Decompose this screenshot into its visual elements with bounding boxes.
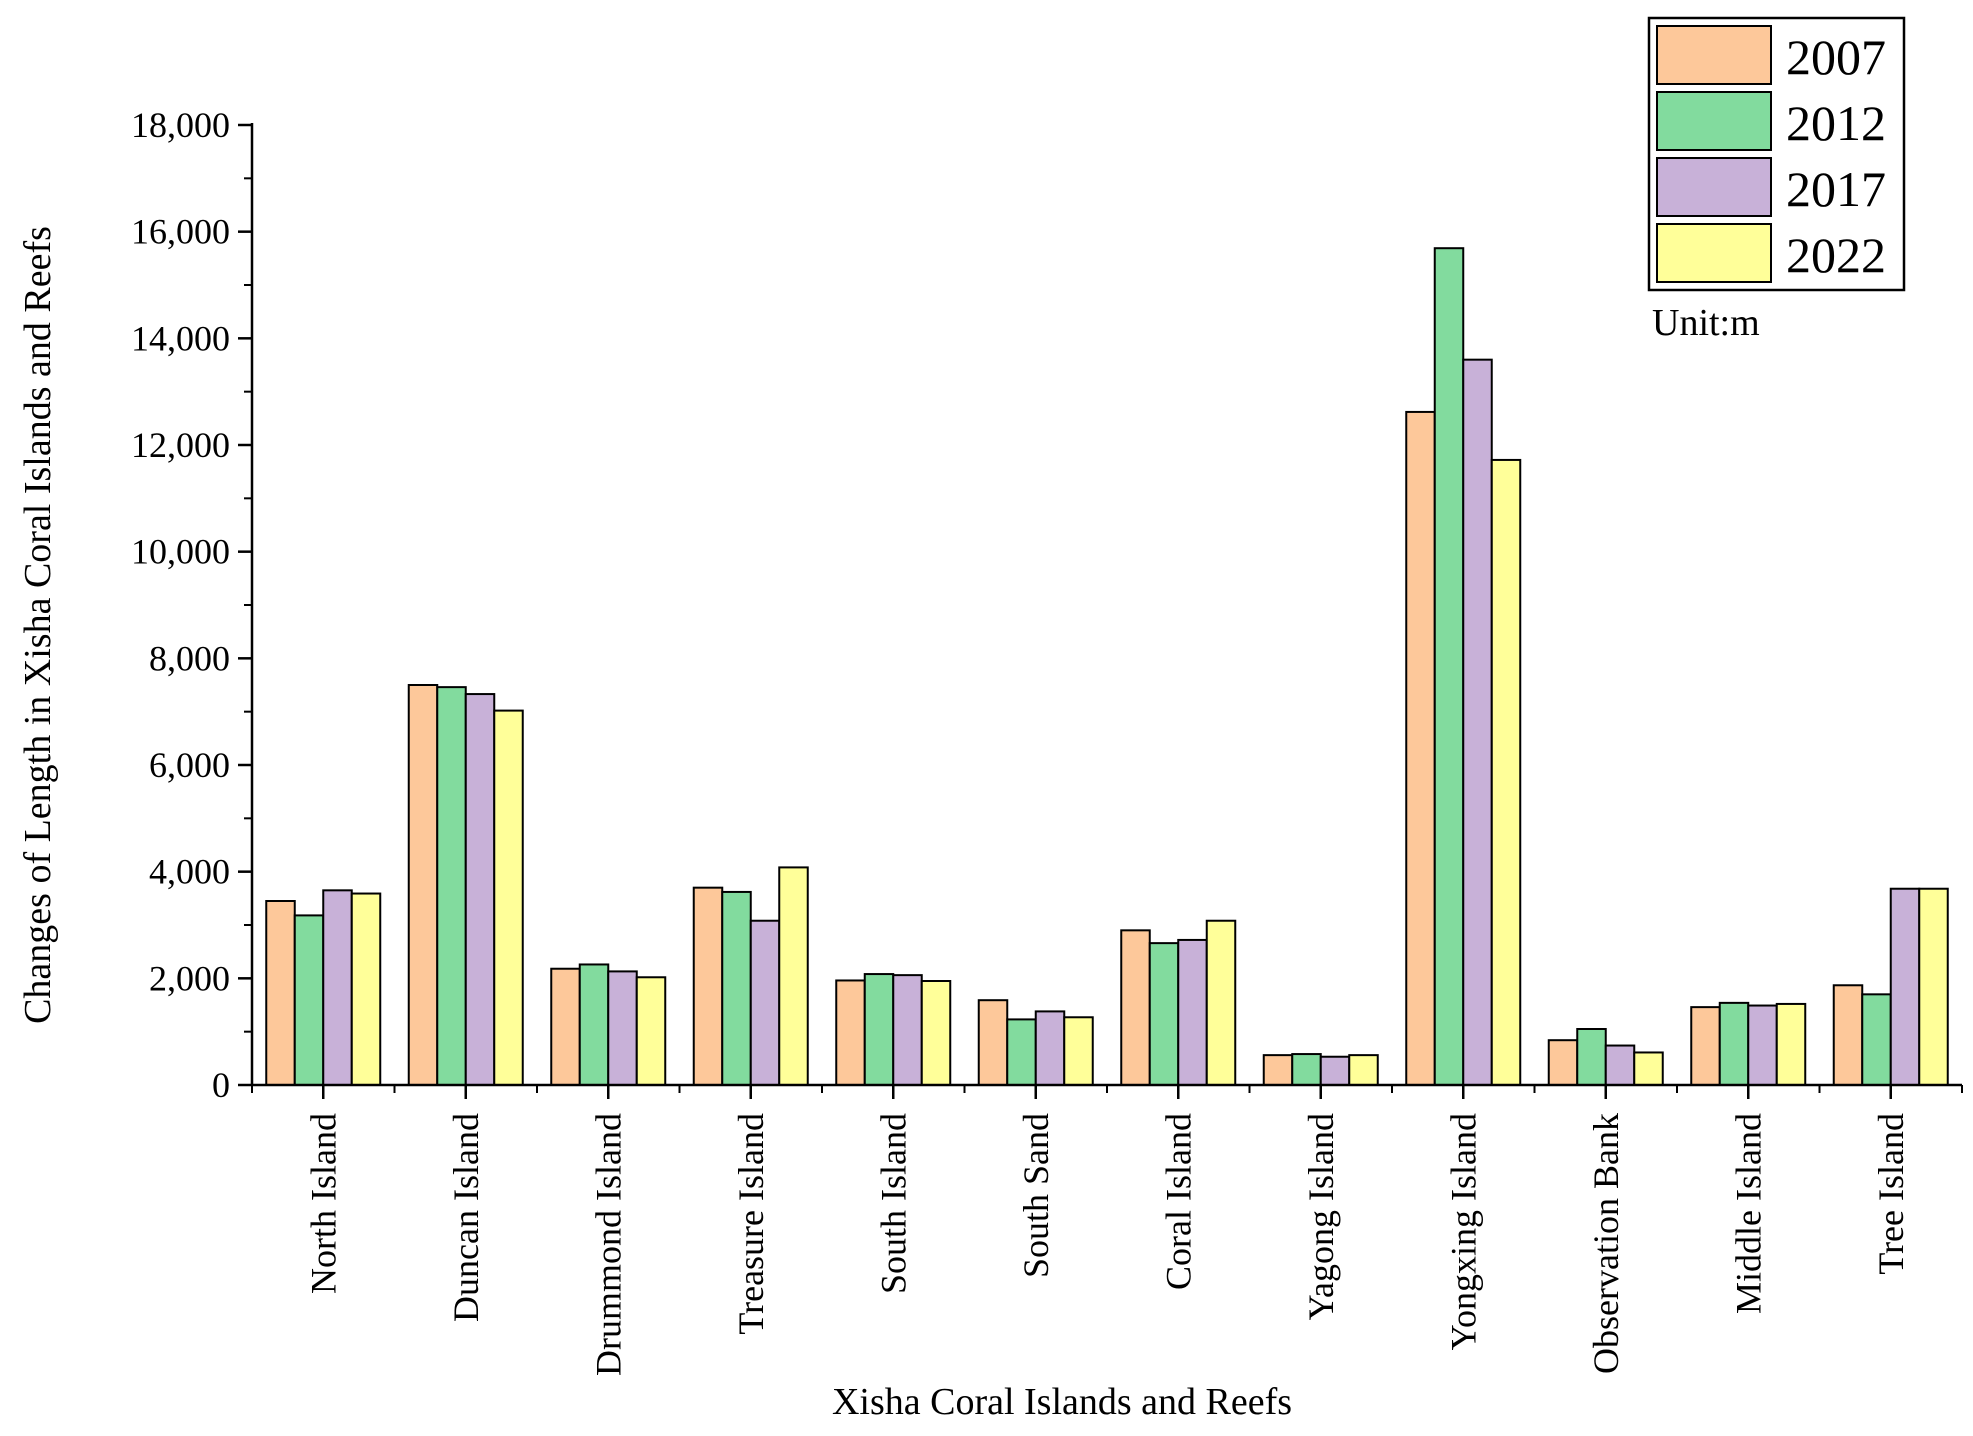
bar-2012-observation-bank [1576,1028,1607,1086]
bar-2012-north-island [293,914,325,1087]
x-tick-label-middle-island: Middle Island [1728,1113,1768,1314]
bar-2012-yongxing-island [1433,247,1465,1086]
bars-layer [265,247,1949,1087]
unit-label: Unit:m [1652,302,1760,344]
bar-2022-yagong-island [1348,1054,1379,1086]
bar-2007-yongxing-island [1405,410,1436,1086]
bar-2007-treasure-island [692,886,724,1087]
x-tick-label-yagong-island: Yagong Island [1301,1113,1341,1320]
y-tick-label: 6,000 [149,745,230,785]
bar-2007-tree-island [1832,984,1864,1086]
bar-2017-south-island [892,974,923,1087]
bar-2007-middle-island [1690,1006,1721,1087]
bar-2012-south-sand [1006,1018,1037,1087]
legend: 2007 2012 2017 2022 Unit:m [1647,16,1906,344]
bar-2012-treasure-island [721,890,752,1087]
bar-2012-yagong-island [1291,1053,1322,1086]
x-tick-label-observation-bank: Observation Bank [1586,1113,1626,1374]
y-tick-label: 18,000 [131,105,230,145]
bar-2007-coral-island [1120,929,1151,1086]
y-tick-label: 12,000 [131,425,230,465]
bar-2012-tree-island [1861,993,1892,1086]
bar-2022-north-island [350,892,382,1086]
bar-2022-drummond-island [635,976,667,1086]
bar-2022-treasure-island [778,866,809,1087]
x-tick-label-yongxing-island: Yongxing Island [1443,1113,1483,1350]
bar-2007-south-sand [977,999,1009,1087]
bar-2007-yagong-island [1262,1054,1294,1086]
legend-swatch-2022 [1656,223,1772,283]
bar-2022-yongxing-island [1490,458,1522,1086]
legend-swatch-2012 [1656,91,1772,151]
y-tick-label: 10,000 [131,532,230,572]
bar-2017-treasure-island [749,919,781,1086]
bar-2007-duncan-island [407,684,439,1086]
axes-layer [238,123,1963,1099]
bar-2012-middle-island [1718,1001,1750,1086]
bar-2022-observation-bank [1633,1051,1664,1087]
bar-2022-south-sand [1063,1016,1094,1086]
legend-label-2017: 2017 [1786,161,1886,217]
bar-2007-observation-bank [1547,1039,1579,1086]
bar-2017-tree-island [1889,887,1921,1086]
bar-2012-south-island [863,973,895,1086]
x-tick-label-tree-island: Tree Island [1871,1113,1911,1275]
bar-2017-observation-bank [1604,1044,1636,1086]
x-tick-label-duncan-island: Duncan Island [446,1113,486,1322]
bar-2007-drummond-island [550,967,581,1087]
x-tick-label-south-island: South Island [873,1113,913,1294]
bar-2012-drummond-island [578,963,610,1087]
bar-2017-yongxing-island [1462,358,1493,1086]
legend-label-2007: 2007 [1786,29,1886,85]
bar-2012-duncan-island [436,686,467,1087]
x-tick-label-south-sand: South Sand [1016,1113,1056,1278]
bar-2017-yagong-island [1319,1055,1351,1086]
bar-2017-coral-island [1177,938,1208,1087]
x-tick-label-north-island: North Island [303,1113,343,1294]
bar-2022-middle-island [1775,1002,1807,1087]
bar-2017-south-sand [1034,1010,1066,1087]
bar-2017-duncan-island [464,693,496,1086]
y-tick-label: 2,000 [149,958,230,998]
legend-label-2012: 2012 [1786,95,1886,151]
y-tick-label: 16,000 [131,212,230,252]
x-axis-title: Xisha Coral Islands and Reefs [832,1381,1292,1423]
y-tick-label: 14,000 [131,318,230,358]
x-tick-label-drummond-island: Drummond Island [588,1113,628,1376]
legend-swatch-2017 [1656,157,1772,217]
bar-2022-coral-island [1205,919,1237,1086]
bar-2017-north-island [322,889,353,1086]
y-tick-label: 0 [212,1065,230,1105]
bar-2017-middle-island [1747,1004,1778,1086]
x-tick-label-treasure-island: Treasure Island [731,1113,771,1335]
y-axis-title: Changes of Length in Xisha Coral Islands… [17,226,59,1024]
labels-layer: 0 2,000 4,000 6,000 8,000 10,000 12,000 14,000 1… [17,105,1911,1423]
x-tick-label-coral-island: Coral Island [1158,1113,1198,1290]
bar-2012-coral-island [1148,942,1180,1087]
y-tick-label: 4,000 [149,852,230,892]
bar-2022-duncan-island [493,709,524,1086]
legend-label-2022: 2022 [1786,227,1886,283]
bar-2022-tree-island [1918,887,1949,1086]
legend-swatch-2007 [1656,25,1772,85]
bar-2007-north-island [265,900,296,1086]
bar-2017-drummond-island [607,970,638,1087]
bar-2022-south-island [920,980,952,1086]
y-tick-label: 8,000 [149,638,230,678]
bar-2007-south-island [835,979,866,1087]
